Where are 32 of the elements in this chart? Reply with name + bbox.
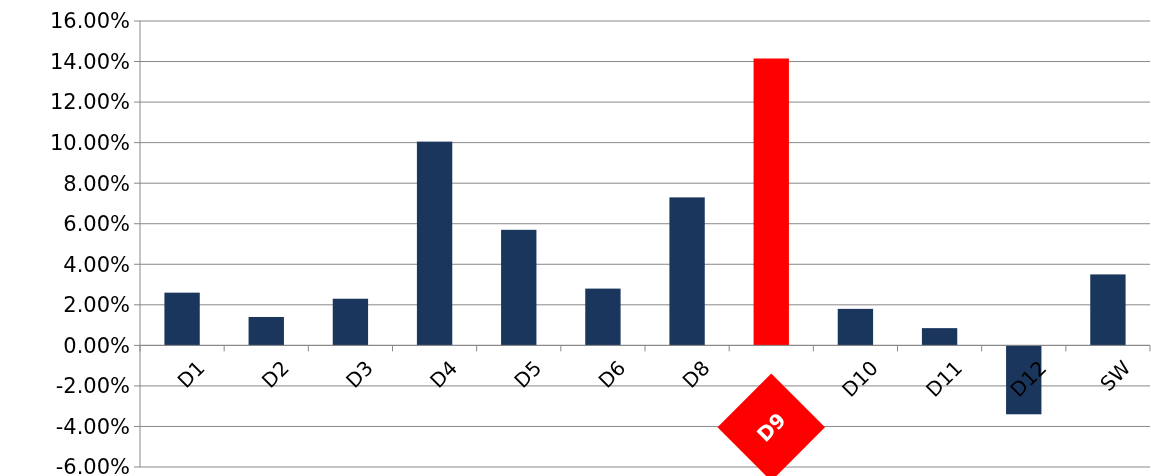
x-tick-label: D3 [340, 355, 378, 393]
y-tick-label: 10.00% [49, 130, 130, 155]
bar [164, 292, 200, 346]
x-tick-label: D2 [256, 355, 294, 393]
y-tick-label: 0.00% [63, 333, 130, 358]
bar [585, 288, 621, 346]
x-tick-label: SW [1095, 355, 1136, 396]
y-tick-label: -6.00% [55, 455, 130, 476]
x-tick-label: D5 [509, 355, 547, 393]
bar [669, 197, 705, 346]
x-tick-label: D1 [172, 355, 210, 393]
y-tick-label: 6.00% [63, 212, 130, 237]
bar [1090, 274, 1126, 346]
y-tick-label: 8.00% [63, 171, 130, 196]
y-tick-label: 12.00% [49, 90, 130, 115]
y-tick-label: -2.00% [55, 374, 130, 399]
bar [501, 229, 537, 346]
y-tick-label: 16.00% [49, 9, 130, 34]
bar [248, 316, 284, 346]
bar [837, 308, 874, 346]
x-tick-label: D8 [677, 355, 715, 393]
x-tick-label: D9 [751, 408, 791, 447]
y-tick-label: 14.00% [49, 49, 130, 74]
bar [921, 328, 958, 346]
y-tick-label: 2.00% [63, 293, 130, 318]
x-tick-label: D6 [593, 355, 631, 393]
bar [753, 58, 789, 346]
y-tick-label: 4.00% [63, 252, 130, 277]
x-tick-label: D4 [425, 355, 463, 393]
bar [416, 141, 453, 346]
bar [332, 298, 369, 346]
y-tick-label: -4.00% [55, 414, 130, 439]
